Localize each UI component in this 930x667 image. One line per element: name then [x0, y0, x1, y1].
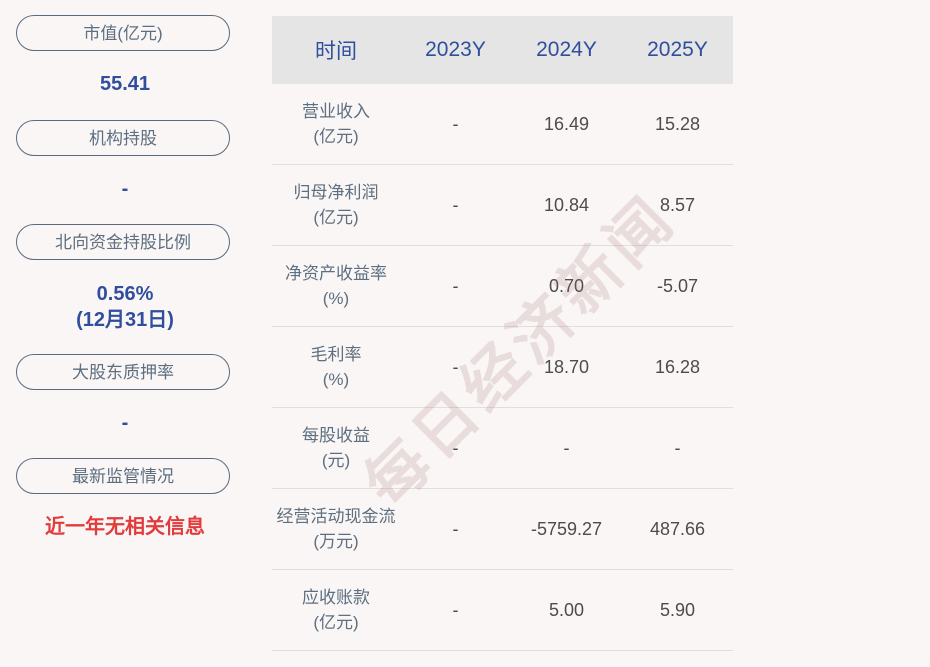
table-row: 净资产收益率 (%) - 0.70 -5.07 — [272, 246, 733, 327]
pledge-rate-value: - — [121, 412, 129, 434]
cell-2023: - — [452, 275, 459, 296]
metric-name: 净资产收益率 — [285, 264, 387, 283]
cell-2024: 16.49 — [543, 113, 590, 134]
metric-name: 每股收益 — [302, 426, 370, 445]
row-label: 净资产收益率 (%) — [272, 261, 400, 311]
cell-2025: 8.57 — [659, 194, 696, 215]
metric-unit: (%) — [322, 370, 350, 389]
header-2024y: 2024Y — [536, 38, 597, 61]
table-row: 应收账款 (亿元) - 5.00 5.90 — [272, 570, 733, 651]
metric-unit: (%) — [322, 289, 350, 308]
metric-unit: (亿元) — [313, 127, 359, 146]
table-row: 营业收入 (亿元) - 16.49 15.28 — [272, 84, 733, 165]
northbound-ratio-date: (12月31日) — [76, 309, 174, 331]
table-row: 经营活动现金流 (万元) - -5759.27 487.66 — [272, 489, 733, 570]
cell-2023: - — [452, 194, 459, 215]
cell-2024: 0.70 — [548, 275, 585, 296]
market-cap-button[interactable]: 市值(亿元) — [16, 15, 230, 51]
cell-2024: -5759.27 — [530, 518, 603, 539]
metrics-sidebar: 市值(亿元) 55.41 机构持股 - 北向资金持股比例 0.56% (12月3… — [0, 0, 250, 667]
market-cap-value: 55.41 — [99, 73, 151, 95]
table-row: 毛利率 (%) - 18.70 16.28 — [272, 327, 733, 408]
cell-2025: 15.28 — [654, 113, 701, 134]
cell-2024: 5.00 — [548, 599, 585, 620]
cell-2023: - — [452, 437, 459, 458]
financials-table: 时间 2023Y 2024Y 2025Y 营业收入 (亿元) - 16.49 1… — [272, 16, 733, 651]
cell-2025: 5.90 — [659, 599, 696, 620]
table-row: 归母净利润 (亿元) - 10.84 8.57 — [272, 165, 733, 246]
metric-unit: (亿元) — [313, 208, 359, 227]
northbound-ratio-button[interactable]: 北向资金持股比例 — [16, 224, 230, 260]
row-label: 每股收益 (元) — [272, 423, 400, 473]
metric-unit: (元) — [321, 451, 351, 470]
cell-2025: 16.28 — [654, 356, 701, 377]
cell-2023: - — [452, 518, 459, 539]
metric-name: 应收账款 — [302, 588, 370, 607]
cell-2024: 10.84 — [543, 194, 590, 215]
institutional-holdings-value: - — [121, 178, 129, 200]
metric-name: 经营活动现金流 — [276, 507, 396, 526]
row-label: 毛利率 (%) — [272, 342, 400, 392]
cell-2024: - — [563, 437, 570, 458]
regulatory-status-button[interactable]: 最新监管情况 — [16, 458, 230, 494]
row-label: 经营活动现金流 (万元) — [272, 504, 400, 554]
table-header-row: 时间 2023Y 2024Y 2025Y — [272, 16, 733, 84]
cell-2025: - — [674, 437, 681, 458]
row-label: 应收账款 (亿元) — [272, 585, 400, 635]
northbound-ratio-value: 0.56% (12月31日) — [0, 281, 250, 333]
cell-2024: 18.70 — [543, 356, 590, 377]
cell-2025: -5.07 — [656, 275, 699, 296]
northbound-ratio-percent: 0.56% — [96, 283, 154, 305]
cell-2023: - — [452, 356, 459, 377]
cell-2023: - — [452, 599, 459, 620]
row-label: 归母净利润 (亿元) — [272, 180, 400, 230]
metric-unit: (万元) — [313, 532, 359, 551]
header-2023y: 2023Y — [425, 38, 486, 61]
regulatory-status-value: 近一年无相关信息 — [45, 516, 205, 538]
pledge-rate-button[interactable]: 大股东质押率 — [16, 354, 230, 390]
cell-2023: - — [452, 113, 459, 134]
institutional-holdings-button[interactable]: 机构持股 — [16, 120, 230, 156]
cell-2025: 487.66 — [649, 518, 706, 539]
metric-name: 营业收入 — [302, 102, 370, 121]
metric-name: 归母净利润 — [293, 183, 379, 202]
header-2025y: 2025Y — [647, 38, 708, 61]
metric-unit: (亿元) — [313, 613, 359, 632]
metric-name: 毛利率 — [310, 345, 362, 364]
table-row: 每股收益 (元) - - - — [272, 408, 733, 489]
row-label: 营业收入 (亿元) — [272, 99, 400, 149]
header-time: 时间 — [315, 40, 357, 63]
